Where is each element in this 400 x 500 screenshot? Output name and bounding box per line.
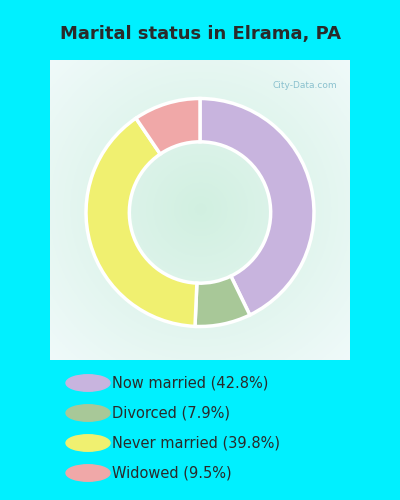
Wedge shape [136, 98, 200, 154]
Text: Divorced (7.9%): Divorced (7.9%) [112, 406, 230, 420]
Circle shape [66, 405, 110, 421]
Circle shape [66, 375, 110, 391]
Text: Marital status in Elrama, PA: Marital status in Elrama, PA [60, 24, 340, 42]
Text: Never married (39.8%): Never married (39.8%) [112, 436, 280, 450]
Wedge shape [86, 118, 197, 326]
Wedge shape [195, 276, 250, 326]
Circle shape [66, 434, 110, 451]
Circle shape [66, 465, 110, 481]
Text: City-Data.com: City-Data.com [272, 82, 337, 90]
Text: Widowed (9.5%): Widowed (9.5%) [112, 466, 232, 480]
Text: Now married (42.8%): Now married (42.8%) [112, 376, 268, 390]
Wedge shape [200, 98, 314, 315]
